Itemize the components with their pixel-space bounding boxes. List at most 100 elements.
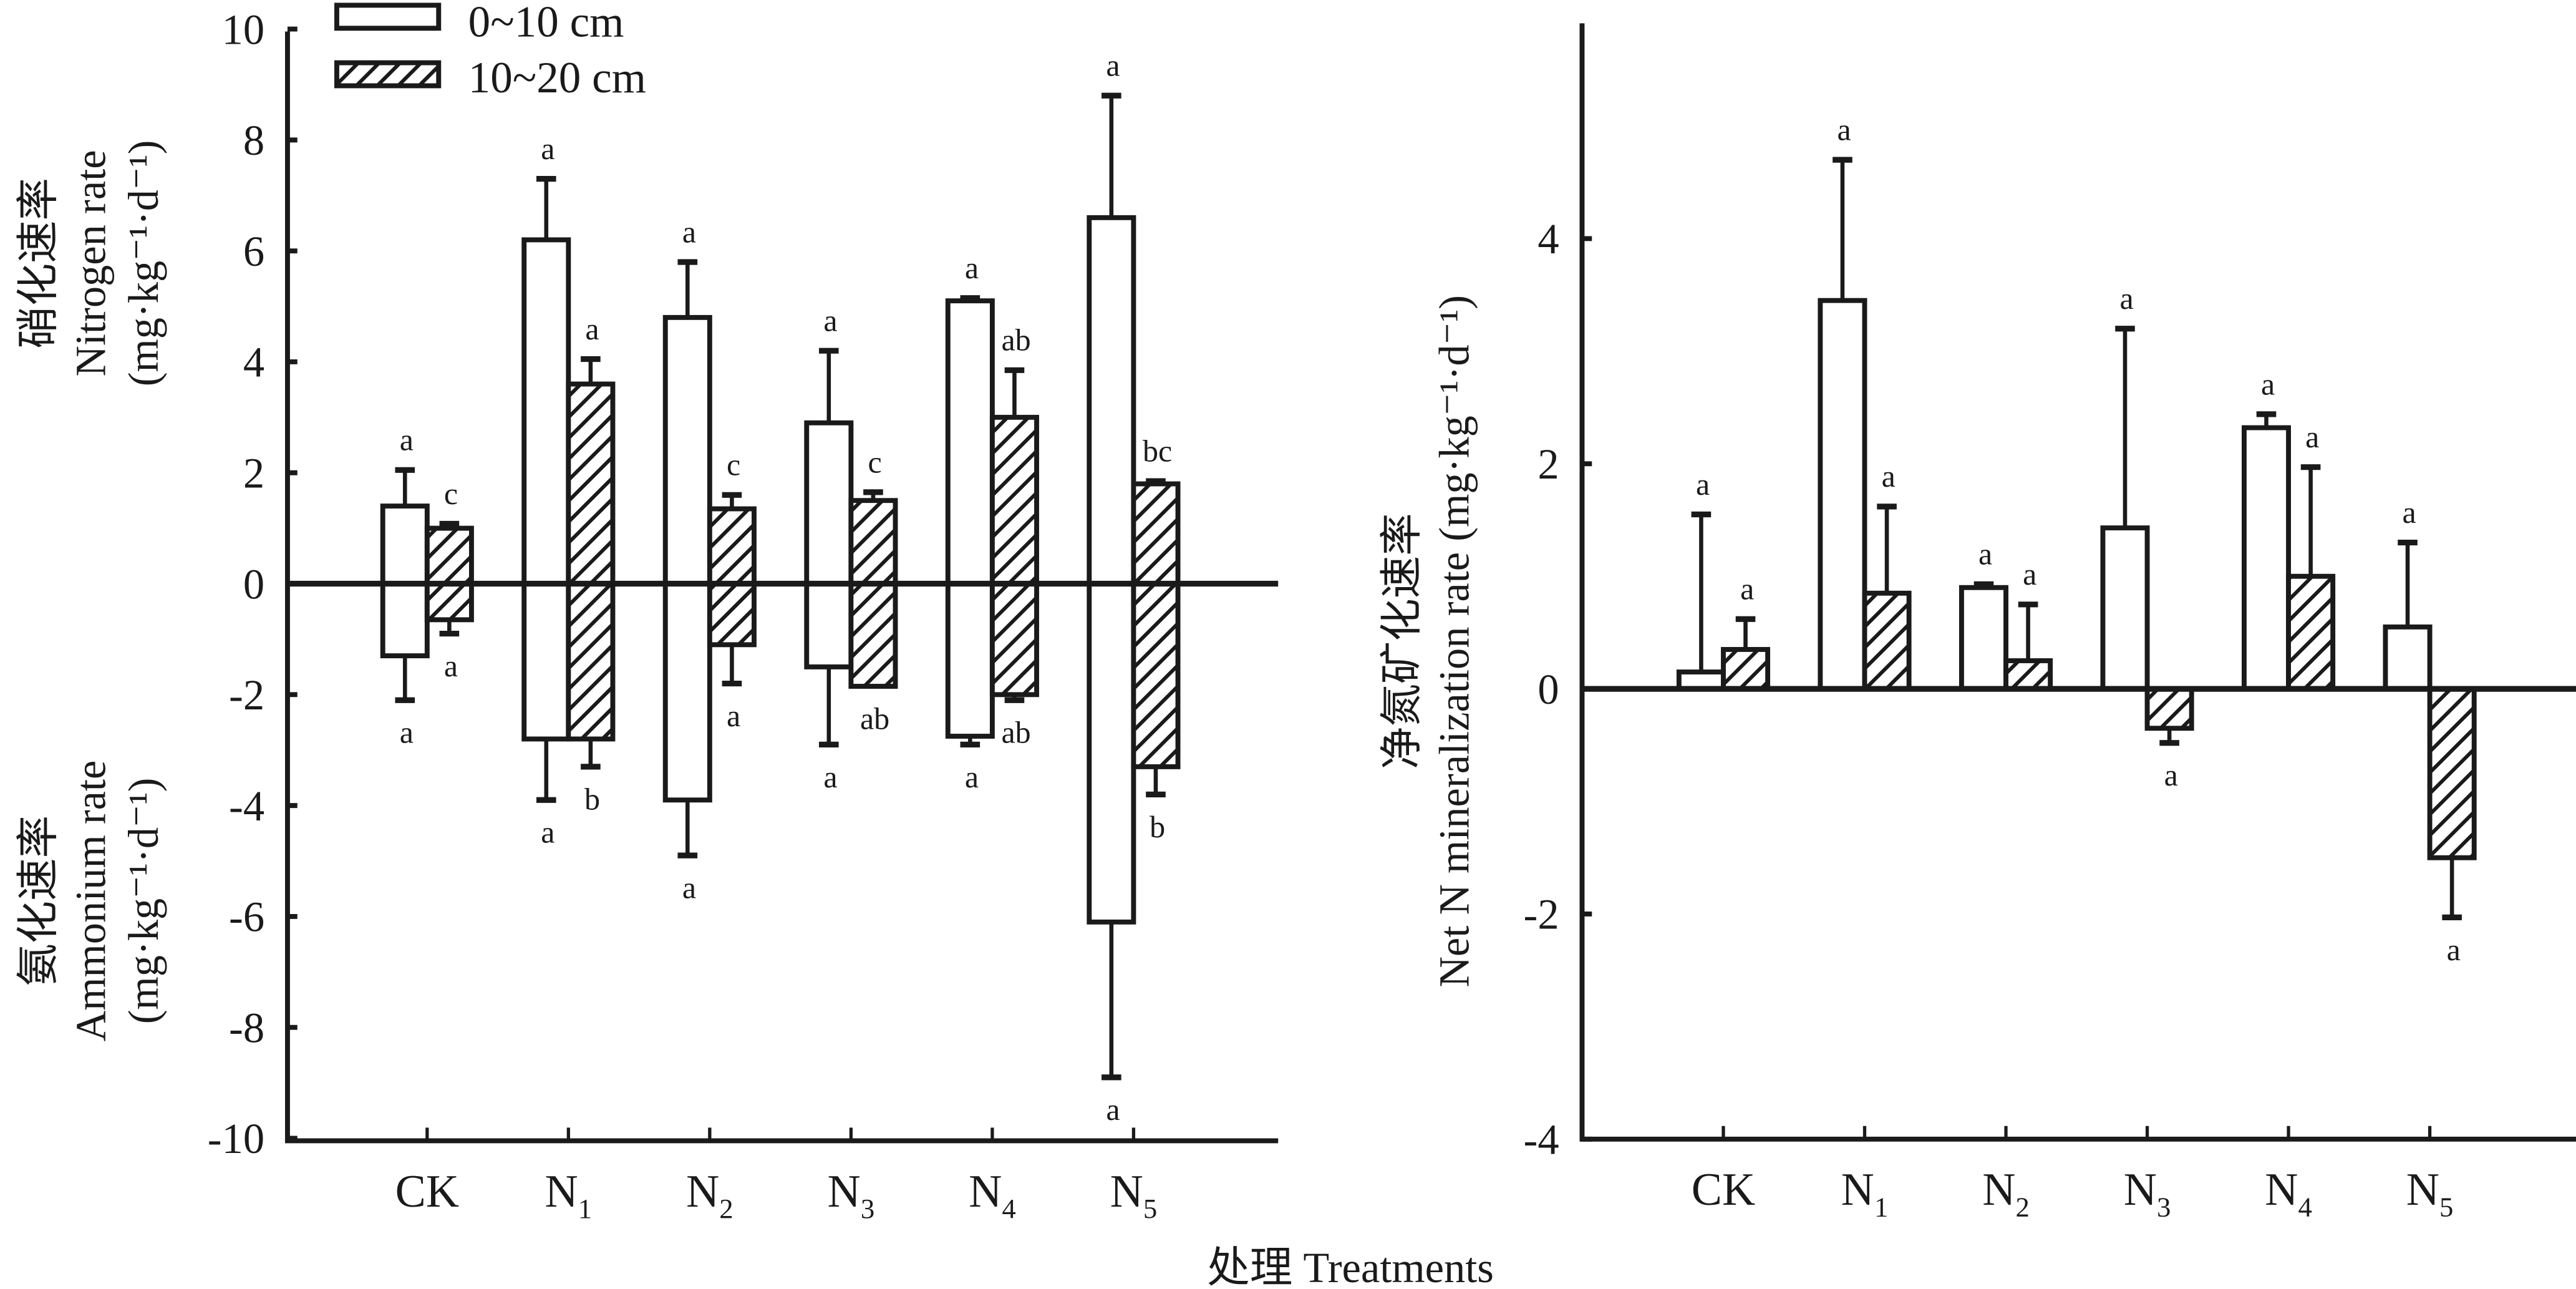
bar-open — [2100, 525, 2150, 692]
significance-letter: a — [2120, 281, 2134, 316]
significance-letter: a — [2403, 495, 2416, 530]
axis-title-line: (mg·kg⁻¹·d⁻¹) — [120, 140, 167, 387]
significance-letter: a — [541, 815, 554, 850]
bar-hatched — [1131, 581, 1181, 769]
bar-hatched — [848, 498, 898, 586]
bar-hatched — [2003, 658, 2053, 692]
bar-hatched — [707, 581, 757, 648]
legend: 0~10 cm 10~20 cm — [334, 0, 646, 102]
x-tick-label: N5 — [1110, 1165, 1158, 1224]
bar-open — [521, 581, 571, 742]
bar-hatched — [1721, 647, 1771, 692]
bar-open — [1818, 298, 1867, 692]
significance-letter: a — [1696, 467, 1710, 502]
bar-hatched — [424, 525, 474, 586]
significance-letter: b — [1150, 809, 1165, 844]
bar-open — [662, 314, 712, 586]
bar-open — [2241, 425, 2292, 692]
bar-hatched — [1862, 590, 1912, 692]
x-tick-label: N1 — [1841, 1164, 1889, 1222]
significance-letter: a — [541, 131, 554, 166]
significance-letter: c — [868, 444, 881, 479]
significance-letter: bc — [1143, 433, 1172, 468]
bar-open — [804, 581, 854, 669]
right-category-labels: CK N1 N2 N3 N4 N5 — [1692, 1164, 2454, 1222]
significance-letter: a — [727, 698, 740, 733]
significance-letter: ab — [1001, 323, 1030, 358]
significance-letter: a — [444, 648, 458, 683]
significance-letter: a — [2447, 932, 2461, 967]
significance-letter: c — [444, 476, 458, 511]
bar-hatched — [1131, 481, 1181, 586]
ammonification-axis-title: 氨化速率 Ammonium rate (mg·kg⁻¹·d⁻¹) — [14, 761, 167, 1042]
bar-open — [1087, 581, 1136, 925]
axis-title-line: Net N mineralization rate (mg·kg⁻¹·d⁻¹) — [1431, 295, 1478, 988]
right-axes: 4 2 0 -2 -4 — [1524, 23, 2576, 1164]
axis-title-line: 净氮矿化速率 — [1378, 513, 1425, 769]
nitrification-axis-title: 硝化速率 Nitrogen rate (mg·kg⁻¹·d⁻¹) — [14, 140, 167, 387]
significance-letter: ab — [860, 701, 889, 736]
y-tick-label: -8 — [229, 1004, 264, 1051]
bar-open — [1087, 215, 1136, 586]
net-mineralization-axis-title: 净氮矿化速率 Net N mineralization rate (mg·kg⁻¹… — [1378, 295, 1478, 988]
y-tick-label: 0 — [1537, 666, 1559, 713]
left-chart: 硝化速率 Nitrogen rate (mg·kg⁻¹·d⁻¹) 氨化速率 Ammon… — [14, 6, 1279, 1224]
x-tick-label: N2 — [1982, 1164, 2030, 1222]
bar-hatched — [2286, 573, 2336, 692]
x-tick-label: CK — [1692, 1164, 1755, 1215]
left-category-labels: CK N1 N2 N3 N4 N5 — [395, 1165, 1158, 1224]
y-tick-label: -2 — [1524, 891, 1559, 938]
y-tick-label: 2 — [243, 449, 264, 497]
x-tick-label: N1 — [545, 1165, 593, 1224]
significance-letter: a — [1106, 48, 1120, 83]
significance-letter: c — [727, 447, 740, 482]
significance-letter: a — [2261, 366, 2275, 401]
legend-swatch-open — [334, 2, 442, 31]
bar-hatched — [848, 581, 898, 689]
significance-letter: a — [1837, 112, 1851, 147]
x-tick-label: N3 — [2124, 1164, 2171, 1222]
legend-swatch-hatched — [334, 60, 442, 89]
significance-letter: a — [400, 422, 414, 457]
bar-hatched — [566, 381, 616, 586]
bar-hatched — [989, 414, 1039, 586]
y-tick-label: -2 — [229, 671, 264, 719]
bar-open — [945, 298, 995, 586]
bar-open — [521, 237, 571, 586]
bar-hatched — [566, 581, 616, 742]
significance-letter: a — [1740, 572, 1754, 606]
bar-hatched — [2144, 686, 2194, 731]
axis-title-line: 氨化速率 — [14, 815, 62, 986]
significance-letter: a — [682, 870, 696, 905]
x-tick-label: N4 — [969, 1165, 1016, 1224]
y-tick-label: 8 — [243, 117, 264, 164]
x-axis-title: 处理 Treatments — [1207, 1244, 1494, 1289]
y-tick-label: 4 — [243, 339, 264, 386]
significance-letter: a — [585, 311, 599, 346]
bar-hatched — [424, 581, 474, 623]
legend-label-open: 0~10 cm — [468, 0, 624, 46]
significance-letter: a — [1106, 1092, 1120, 1127]
significance-letter: a — [965, 759, 979, 794]
y-tick-label: 4 — [1537, 215, 1559, 263]
axis-title-line: Nitrogen rate — [67, 150, 115, 376]
x-tick-label: CK — [395, 1165, 459, 1217]
y-tick-label: 0 — [243, 560, 264, 608]
significance-letter: a — [2164, 757, 2178, 792]
y-tick-label: -4 — [1524, 1116, 1559, 1164]
bar-open — [380, 581, 430, 659]
bar-open — [2383, 624, 2433, 692]
y-tick-label: -4 — [229, 782, 264, 830]
axis-title-line: 硝化速率 — [14, 178, 62, 349]
bar-open — [662, 581, 712, 803]
significance-letter: a — [2305, 419, 2319, 454]
axis-title-line: Ammonium rate — [67, 761, 115, 1042]
bar-open — [804, 420, 854, 586]
significance-letter: a — [1882, 459, 1896, 494]
significance-letter: a — [823, 759, 837, 794]
y-tick-label: 2 — [1537, 440, 1559, 488]
legend-label-hatched: 10~20 cm — [468, 54, 646, 102]
significance-letter: a — [400, 715, 414, 750]
bar-hatched — [2427, 686, 2477, 860]
